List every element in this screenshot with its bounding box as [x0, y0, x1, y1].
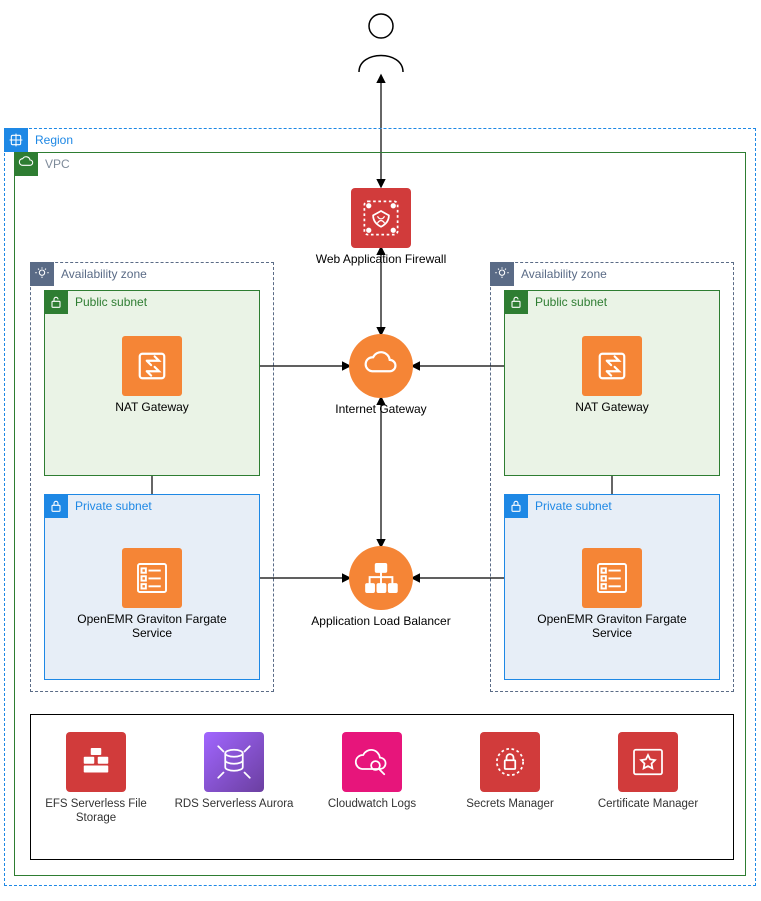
alb-label: Application Load Balancer	[311, 614, 451, 628]
az-left-label: Availability zone	[61, 267, 147, 281]
internet-gateway-icon	[349, 334, 413, 398]
secrets-manager-icon	[480, 732, 540, 792]
private-subnet-left-label: Private subnet	[75, 499, 152, 513]
igw-label: Internet Gateway	[311, 402, 451, 416]
cloudwatch-label: Cloudwatch Logs	[312, 798, 432, 812]
private-subnet-right-label: Private subnet	[535, 499, 612, 513]
secrets-label: Secrets Manager	[450, 798, 570, 812]
private-subnet-left-badge-icon	[44, 494, 68, 518]
region-badge-icon	[4, 128, 28, 152]
alb-icon	[349, 546, 413, 610]
public-subnet-right-label: Public subnet	[535, 295, 607, 309]
az-left-badge-icon	[30, 262, 54, 286]
az-right-badge-icon	[490, 262, 514, 286]
nat-right-label: NAT Gateway	[542, 400, 682, 414]
efs-icon	[66, 732, 126, 792]
cloudwatch-icon	[342, 732, 402, 792]
private-subnet-right-badge-icon	[504, 494, 528, 518]
acm-label: Certificate Manager	[588, 798, 708, 812]
rds-icon	[204, 732, 264, 792]
public-subnet-left-label: Public subnet	[75, 295, 147, 309]
efs-label: EFS Serverless File Storage	[36, 798, 156, 826]
waf-icon	[351, 188, 411, 248]
fargate-right-label: OpenEMR Graviton Fargate Service	[532, 612, 692, 641]
vpc-label: VPC	[45, 157, 70, 171]
az-right-label: Availability zone	[521, 267, 607, 281]
public-subnet-left-badge-icon	[44, 290, 68, 314]
user-icon	[355, 12, 407, 74]
nat-left-label: NAT Gateway	[82, 400, 222, 414]
fargate-left-label: OpenEMR Graviton Fargate Service	[72, 612, 232, 641]
fargate-right-icon	[582, 548, 642, 608]
vpc-badge-icon	[14, 152, 38, 176]
nat-gateway-right-icon	[582, 336, 642, 396]
acm-icon	[618, 732, 678, 792]
waf-label: Web Application Firewall	[311, 252, 451, 266]
public-subnet-right-badge-icon	[504, 290, 528, 314]
region-label: Region	[35, 133, 73, 147]
fargate-left-icon	[122, 548, 182, 608]
rds-label: RDS Serverless Aurora	[174, 798, 294, 812]
nat-gateway-left-icon	[122, 336, 182, 396]
